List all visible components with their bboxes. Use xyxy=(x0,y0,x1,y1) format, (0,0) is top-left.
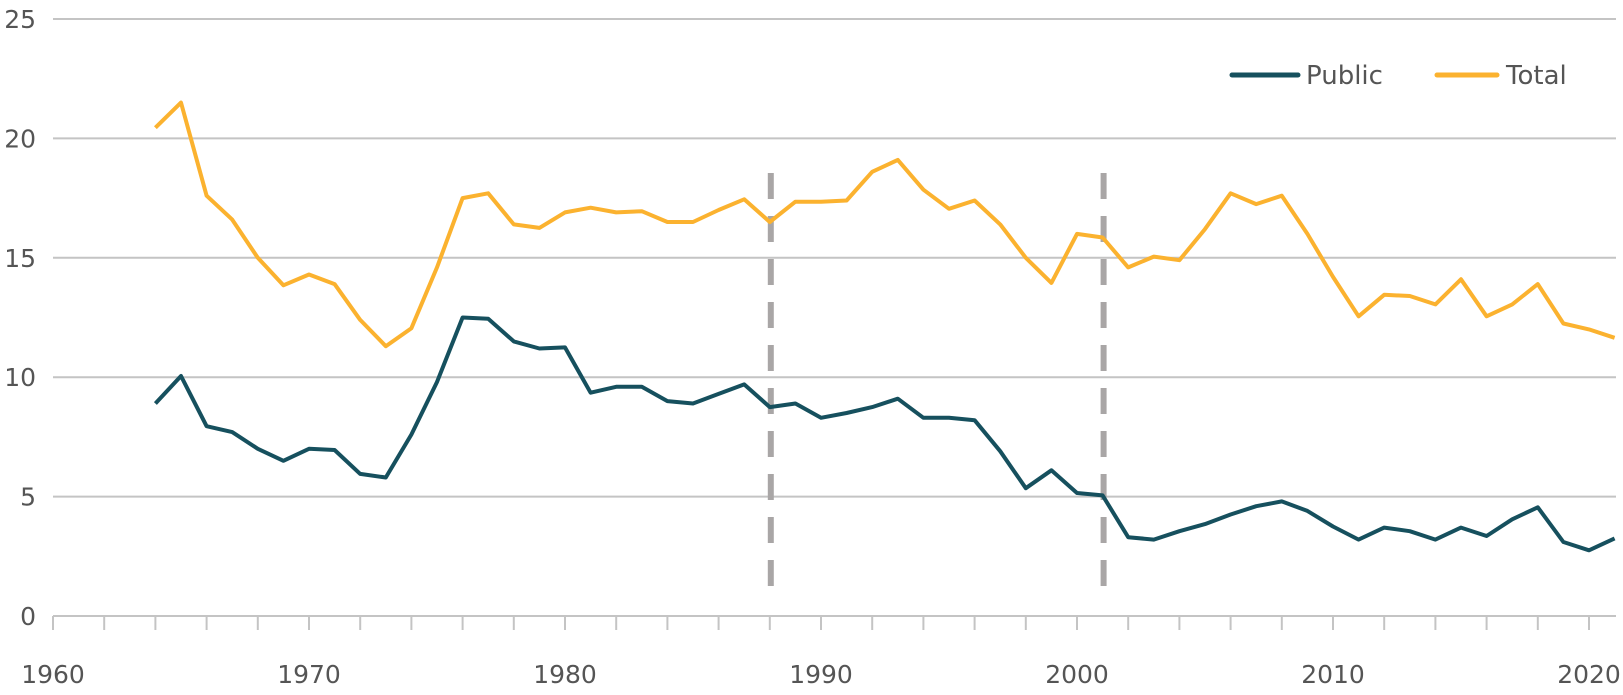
x-tick-label: 2010 xyxy=(1301,660,1365,689)
y-tick-label: 15 xyxy=(4,244,36,273)
y-tick-label: 25 xyxy=(4,5,36,34)
y-tick-label: 0 xyxy=(20,602,36,631)
x-tick-label: 1990 xyxy=(789,660,853,689)
x-axis: 1960 1970 1980 1990 2000 2010 2020 xyxy=(21,616,1621,689)
x-tick-label: 1980 xyxy=(533,660,597,689)
data-lines xyxy=(153,100,1616,553)
legend-item-total: Total xyxy=(1434,61,1567,91)
y-axis: 0 5 10 15 20 25 xyxy=(4,5,36,631)
gridlines xyxy=(53,18,1616,617)
series-line-total xyxy=(153,100,1616,349)
legend-label-public: Public xyxy=(1306,61,1383,91)
y-tick-label: 20 xyxy=(4,124,36,153)
legend: Public Total xyxy=(1229,61,1567,91)
y-tick-label: 10 xyxy=(4,363,36,392)
y-tick-label: 5 xyxy=(20,483,36,512)
legend-item-public: Public xyxy=(1229,61,1383,91)
legend-label-total: Total xyxy=(1505,61,1567,91)
series-line-public xyxy=(153,315,1616,553)
x-tick-label: 2000 xyxy=(1045,660,1109,689)
x-tick-label: 1960 xyxy=(21,660,85,689)
x-tick-label: 1970 xyxy=(277,660,341,689)
vertical-event-markers xyxy=(767,173,1107,592)
x-tick-label: 2020 xyxy=(1557,660,1621,689)
